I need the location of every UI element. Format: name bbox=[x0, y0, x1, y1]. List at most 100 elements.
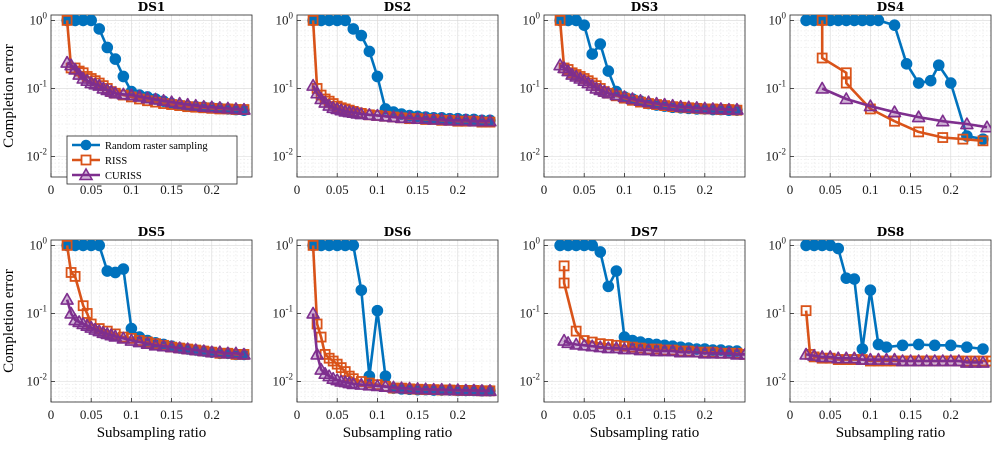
x-axis-label: Subsampling ratio bbox=[343, 425, 453, 441]
plot-frame bbox=[789, 14, 992, 178]
y-tick-label: 10-2 bbox=[27, 372, 48, 389]
point-curiss bbox=[569, 337, 583, 350]
point-riss bbox=[816, 52, 828, 64]
y-tick-label: 10-1 bbox=[273, 78, 294, 95]
point-curiss bbox=[104, 328, 119, 341]
x-tick-label: 0 bbox=[541, 182, 548, 197]
x-tick-label: 0.1 bbox=[369, 407, 385, 422]
y-tick-label: 100 bbox=[523, 235, 541, 252]
point-random bbox=[912, 77, 925, 89]
y-tick-label: 100 bbox=[769, 10, 787, 27]
panel-2: DS2 10-2 10-1 100 0 0.05 0.1 0.15 0.2 bbox=[273, 0, 499, 197]
point-curiss bbox=[140, 336, 155, 349]
series-group bbox=[306, 240, 497, 397]
x-tick-label: 0.05 bbox=[573, 407, 596, 422]
point-curiss bbox=[172, 341, 187, 354]
point-random bbox=[586, 240, 599, 252]
point-curiss bbox=[641, 343, 656, 356]
series-group bbox=[553, 15, 744, 116]
x-tick-label: 0.15 bbox=[160, 407, 183, 422]
point-random bbox=[85, 15, 97, 27]
point-curiss bbox=[326, 371, 340, 384]
point-riss bbox=[800, 305, 812, 317]
point-curiss bbox=[483, 114, 497, 127]
y-tick-label: 10-2 bbox=[766, 372, 787, 389]
series-line-curiss bbox=[65, 299, 245, 356]
point-curiss bbox=[911, 110, 926, 123]
point-curiss bbox=[657, 97, 672, 110]
point-curiss bbox=[108, 329, 123, 342]
panel-title: DS7 bbox=[631, 225, 658, 239]
point-curiss bbox=[96, 81, 111, 94]
panel-title: DS8 bbox=[877, 225, 904, 239]
point-curiss bbox=[172, 96, 187, 109]
point-random bbox=[832, 242, 845, 255]
point-curiss bbox=[124, 88, 139, 101]
y-tick-label: 100 bbox=[30, 10, 48, 27]
series-line-riss bbox=[820, 20, 984, 143]
panel-1: DS1 10-2 10-1 100 0 0.05 0.1 0.15 0.2 Completion … bbox=[1, 0, 253, 197]
panel-title: DS4 bbox=[877, 0, 904, 14]
x-tick-label: 0.2 bbox=[943, 407, 959, 422]
point-curiss bbox=[483, 384, 497, 397]
point-curiss bbox=[229, 346, 243, 359]
point-curiss bbox=[180, 342, 195, 355]
point-random bbox=[93, 240, 106, 252]
y-tick-label: 10-1 bbox=[27, 303, 48, 320]
x-tick-label: 0.15 bbox=[406, 182, 429, 197]
point-curiss bbox=[96, 325, 111, 339]
x-tick-label: 0 bbox=[48, 182, 55, 197]
point-curiss bbox=[577, 338, 592, 351]
x-tick-label: 0.05 bbox=[819, 182, 842, 197]
y-tick-label: 10-2 bbox=[27, 147, 48, 164]
x-tick-label: 0.05 bbox=[80, 407, 103, 422]
y-tick-label: 10-2 bbox=[273, 372, 294, 389]
point-curiss bbox=[589, 81, 604, 94]
series-group bbox=[799, 240, 991, 368]
point-random bbox=[355, 29, 368, 42]
point-riss bbox=[619, 340, 630, 352]
point-curiss bbox=[330, 102, 345, 115]
point-random bbox=[896, 339, 909, 352]
point-curiss bbox=[334, 103, 349, 116]
point-riss bbox=[69, 271, 81, 282]
panel-title: DS1 bbox=[138, 0, 165, 14]
point-curiss bbox=[386, 110, 401, 123]
point-random bbox=[101, 41, 114, 54]
point-curiss bbox=[609, 341, 624, 354]
x-tick-label: 0 bbox=[294, 407, 301, 422]
point-riss bbox=[816, 15, 828, 26]
point-random bbox=[578, 19, 591, 31]
y-tick-label: 10-1 bbox=[520, 78, 541, 95]
x-tick-label: 0.2 bbox=[204, 182, 220, 197]
y-tick-label: 100 bbox=[276, 10, 294, 27]
series-group bbox=[60, 240, 251, 361]
x-tick-label: 0.05 bbox=[326, 182, 349, 197]
legend-label: CURISS bbox=[105, 171, 142, 182]
y-tick-label: 10-1 bbox=[273, 303, 294, 320]
point-curiss bbox=[188, 343, 203, 356]
legend-label: RISS bbox=[105, 156, 127, 167]
point-curiss bbox=[434, 112, 449, 125]
point-curiss bbox=[402, 111, 417, 124]
point-curiss bbox=[237, 102, 251, 115]
panel-7: DS7 10-2 10-1 100 0 0.05 0.1 0.15 0.2 Subsampling… bbox=[520, 225, 746, 441]
point-curiss bbox=[601, 86, 616, 99]
point-curiss bbox=[378, 109, 393, 122]
x-tick-label: 0.15 bbox=[899, 182, 922, 197]
point-random bbox=[594, 246, 607, 258]
x-tick-label: 0.1 bbox=[123, 182, 139, 197]
x-tick-label: 0.1 bbox=[616, 407, 632, 422]
x-tick-label: 0.05 bbox=[573, 182, 596, 197]
point-riss bbox=[307, 15, 319, 26]
point-curiss bbox=[132, 89, 147, 102]
point-curiss bbox=[593, 83, 608, 96]
point-random bbox=[856, 343, 869, 355]
point-riss bbox=[61, 15, 73, 26]
point-curiss bbox=[561, 336, 575, 349]
point-random bbox=[109, 53, 122, 65]
point-riss bbox=[81, 308, 93, 319]
y-tick-label: 100 bbox=[523, 10, 541, 27]
point-curiss bbox=[370, 108, 385, 121]
